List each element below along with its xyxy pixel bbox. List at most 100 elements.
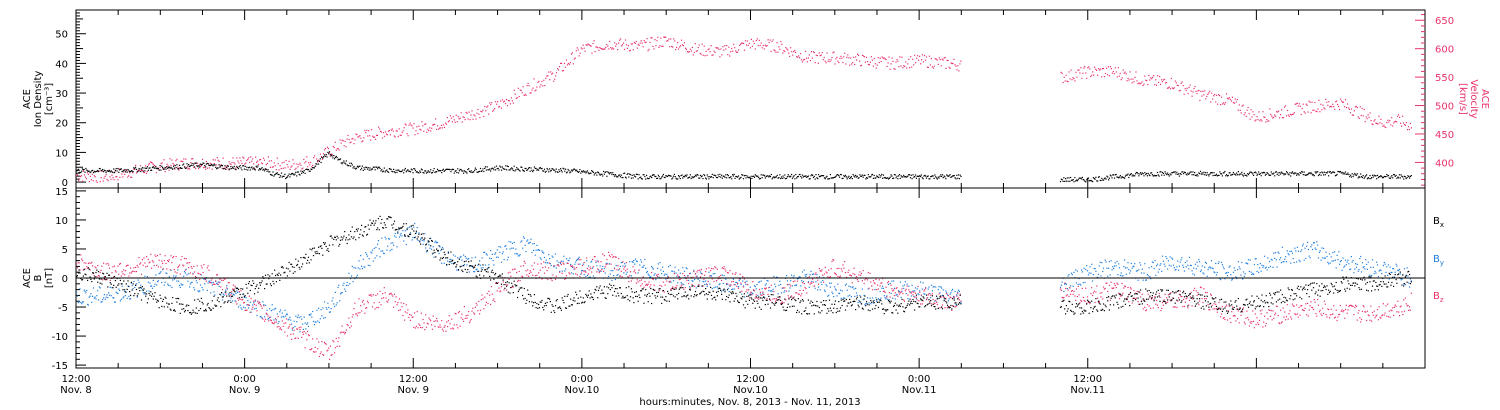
by-point — [576, 258, 578, 261]
top-left-tick-label: 50 — [55, 30, 68, 41]
density-point — [483, 170, 485, 173]
by-point — [825, 284, 827, 286]
by-point — [120, 298, 122, 300]
bz-point — [190, 266, 192, 268]
by-point — [79, 288, 81, 290]
velocity-point — [558, 69, 560, 71]
density-point — [330, 154, 332, 156]
velocity-point — [772, 39, 774, 41]
density-point — [100, 170, 102, 172]
velocity-point — [1132, 78, 1134, 80]
velocity-point — [379, 128, 381, 130]
by-point — [425, 251, 428, 253]
by-point — [883, 295, 885, 297]
density-point — [430, 169, 432, 171]
bz-point — [464, 317, 466, 319]
by-point — [830, 282, 832, 284]
density-point — [855, 176, 858, 178]
density-point — [301, 172, 303, 174]
density-point — [420, 171, 422, 173]
velocity-point — [1096, 69, 1098, 71]
density-point — [1291, 171, 1293, 173]
bz-point — [336, 345, 338, 347]
density-point — [395, 169, 397, 171]
by-point — [1108, 261, 1110, 263]
velocity-point — [274, 165, 276, 167]
by-point — [1186, 260, 1188, 262]
by-point — [1383, 261, 1385, 264]
density-point — [717, 174, 719, 176]
by-point — [133, 280, 135, 283]
velocity-point — [1202, 90, 1204, 92]
by-point — [609, 273, 611, 275]
velocity-point — [1138, 82, 1140, 84]
by-point — [81, 303, 83, 305]
bz-point — [446, 321, 448, 323]
by-point — [350, 275, 353, 277]
density-point — [1127, 173, 1129, 175]
by-point — [1087, 274, 1089, 276]
by-point — [1097, 276, 1099, 278]
velocity-point — [921, 54, 924, 56]
density-point — [846, 178, 848, 180]
density-point — [228, 169, 230, 171]
velocity-point — [936, 59, 938, 61]
density-point — [225, 168, 227, 170]
bz-point — [409, 314, 411, 316]
bz-point — [262, 318, 264, 320]
velocity-point — [532, 87, 534, 89]
density-point — [442, 168, 444, 170]
velocity-point — [283, 161, 285, 163]
bz-point — [398, 309, 400, 311]
velocity-point — [206, 167, 208, 169]
by-point — [151, 285, 153, 287]
bz-point — [218, 282, 220, 284]
velocity-point — [720, 48, 722, 50]
by-point — [816, 274, 818, 276]
density-point — [1122, 176, 1124, 179]
by-point — [943, 298, 945, 300]
velocity-point — [357, 136, 359, 138]
bz-point — [173, 268, 175, 271]
bz-point — [382, 293, 384, 295]
velocity-point — [702, 54, 704, 56]
bz-point — [182, 264, 184, 266]
density-point — [167, 166, 170, 169]
velocity-point — [496, 103, 498, 105]
density-point — [408, 170, 410, 172]
bz-point — [477, 310, 479, 312]
velocity-point — [1221, 96, 1223, 98]
velocity-point — [598, 49, 600, 51]
velocity-point — [185, 158, 187, 160]
density-point — [748, 177, 750, 179]
density-point — [1135, 171, 1137, 174]
density-point — [839, 173, 842, 176]
density-point — [1069, 180, 1071, 182]
bz-point — [189, 262, 191, 264]
density-point — [1294, 172, 1296, 174]
density-point — [605, 171, 607, 173]
by-point — [151, 287, 154, 289]
velocity-point — [776, 42, 778, 44]
bz-point — [389, 293, 391, 295]
bz-point — [340, 331, 342, 333]
by-point — [297, 314, 299, 316]
density-point — [1301, 171, 1304, 173]
density-point — [758, 176, 760, 179]
density-point — [81, 170, 83, 172]
density-point — [1376, 174, 1379, 176]
by-point — [1151, 261, 1153, 263]
by-point — [1095, 270, 1097, 272]
bz-point — [133, 267, 135, 269]
bz-point — [376, 306, 378, 309]
velocity-point — [1224, 102, 1227, 104]
velocity-point — [1149, 79, 1151, 81]
bz-point — [493, 298, 495, 300]
density-point — [1096, 180, 1098, 182]
velocity-point — [314, 155, 316, 157]
velocity-point — [375, 138, 377, 140]
density-point — [481, 170, 483, 172]
velocity-point — [1089, 68, 1091, 70]
density-point — [1317, 171, 1319, 173]
bz-point — [314, 346, 316, 348]
